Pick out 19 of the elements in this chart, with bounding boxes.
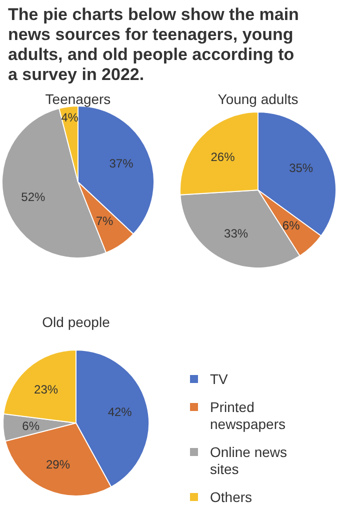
chart-title: Teenagers <box>45 91 111 107</box>
data-label: 6% <box>22 419 40 434</box>
legend-label: Online news sites <box>210 444 288 477</box>
data-label: 26% <box>210 150 236 164</box>
chart-title: Old people <box>42 314 110 330</box>
legend-label: TV <box>210 371 229 387</box>
data-label: 37% <box>109 156 134 170</box>
legend-label: Others <box>210 489 252 505</box>
data-label: 33% <box>224 226 248 240</box>
data-label: 6% <box>282 218 300 232</box>
legend-label: Printed newspapers <box>210 399 286 432</box>
data-label: 7% <box>96 214 114 228</box>
data-label: 29% <box>46 458 70 472</box>
data-label: 23% <box>34 382 58 396</box>
data-label: 52% <box>21 190 46 204</box>
text: The pie charts below show the main news sources for teenagers, young adults, and old people according to a survey in 2022. <box>8 5 299 84</box>
chart-title: Young adults <box>218 91 298 107</box>
data-label: 35% <box>289 161 314 176</box>
data-label: 42% <box>108 404 132 419</box>
